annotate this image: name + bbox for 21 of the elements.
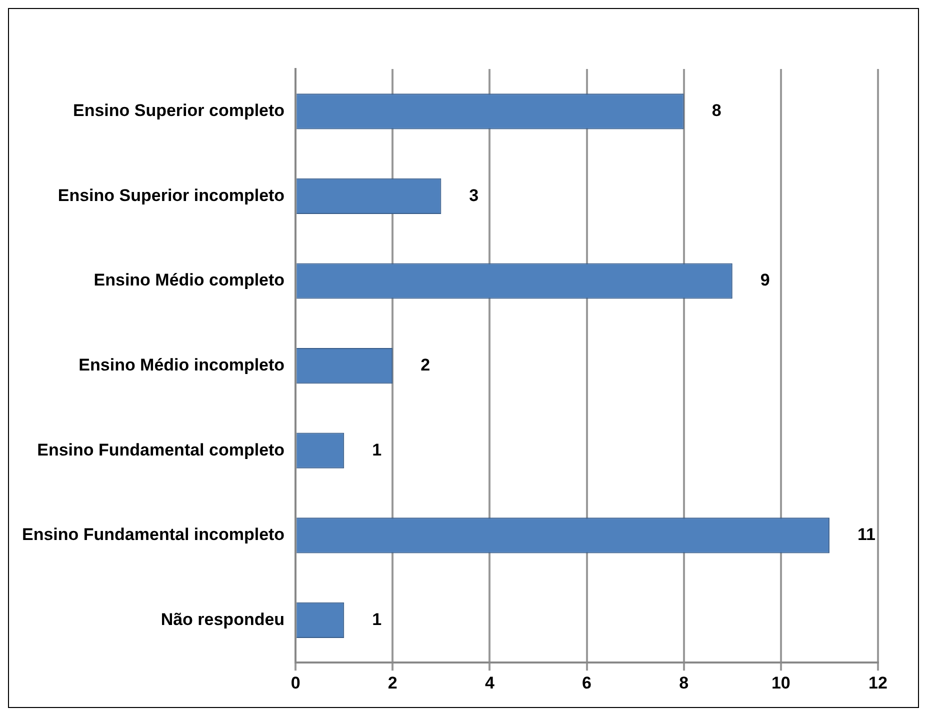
data-label: 3	[469, 186, 479, 205]
data-label: 1	[372, 440, 382, 460]
x-tick-label: 0	[290, 673, 300, 692]
y-tick-label: Ensino Superior completo	[72, 101, 285, 120]
y-tick-label: Não respondeu	[160, 610, 285, 629]
data-label: 8	[712, 101, 722, 120]
x-tick-label: 8	[679, 673, 689, 692]
y-tick-label: Ensino Médio incompleto	[78, 355, 285, 374]
y-tick-label: Ensino Médio completo	[94, 270, 285, 290]
data-label: 1	[372, 610, 382, 629]
x-tick-label: 6	[582, 673, 592, 692]
x-tick-label: 2	[388, 673, 398, 692]
data-label: 2	[420, 355, 430, 374]
data-label: 11	[857, 525, 876, 544]
y-tick-label: Ensino Fundamental incompleto	[22, 525, 285, 544]
x-tick-label: 12	[868, 673, 888, 692]
y-tick-label: Ensino Fundamental completo	[37, 440, 285, 460]
x-tick-label: 4	[484, 673, 495, 692]
x-tick-label: 10	[771, 673, 790, 692]
y-tick-label: Ensino Superior incompleto	[58, 186, 285, 205]
data-label: 9	[760, 270, 770, 290]
